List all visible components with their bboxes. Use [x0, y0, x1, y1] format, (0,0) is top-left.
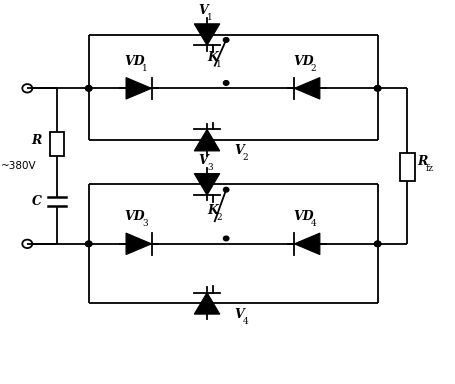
Text: 4: 4 — [243, 316, 248, 326]
Circle shape — [223, 38, 229, 42]
Polygon shape — [126, 78, 152, 99]
Polygon shape — [294, 78, 320, 99]
Circle shape — [223, 236, 229, 241]
Text: fz: fz — [425, 164, 434, 174]
Text: 4: 4 — [310, 219, 316, 228]
Polygon shape — [194, 129, 220, 151]
Circle shape — [374, 241, 381, 247]
Text: V: V — [234, 144, 244, 157]
Polygon shape — [194, 293, 220, 314]
Text: 1: 1 — [217, 60, 222, 69]
Polygon shape — [194, 24, 220, 45]
Text: 3: 3 — [207, 163, 213, 172]
Text: V: V — [198, 154, 208, 167]
Text: 3: 3 — [142, 219, 148, 228]
Text: VD: VD — [125, 210, 145, 223]
Text: 1: 1 — [207, 13, 213, 22]
Circle shape — [86, 86, 92, 91]
Text: 1: 1 — [142, 64, 148, 73]
Text: V: V — [234, 308, 244, 321]
Text: VD: VD — [293, 55, 313, 68]
Bar — [50, 131, 64, 157]
Text: R: R — [417, 155, 428, 168]
Text: 2: 2 — [243, 153, 248, 162]
Text: K: K — [207, 204, 218, 217]
Text: C: C — [31, 195, 41, 208]
Text: VD: VD — [293, 210, 313, 223]
Text: ~380V: ~380V — [1, 161, 36, 171]
Text: 2: 2 — [217, 213, 222, 222]
Circle shape — [86, 241, 92, 247]
Circle shape — [223, 187, 229, 192]
Circle shape — [86, 86, 92, 91]
Polygon shape — [194, 174, 220, 195]
Polygon shape — [294, 233, 320, 255]
Bar — [400, 153, 415, 182]
Circle shape — [374, 86, 381, 91]
Text: K: K — [207, 51, 218, 64]
Text: R: R — [31, 134, 41, 147]
Text: V: V — [198, 4, 208, 17]
Text: VD: VD — [125, 55, 145, 68]
Circle shape — [223, 81, 229, 85]
Circle shape — [374, 86, 381, 91]
Text: 2: 2 — [310, 64, 316, 73]
Polygon shape — [126, 233, 152, 255]
Circle shape — [86, 241, 92, 247]
Circle shape — [374, 241, 381, 247]
